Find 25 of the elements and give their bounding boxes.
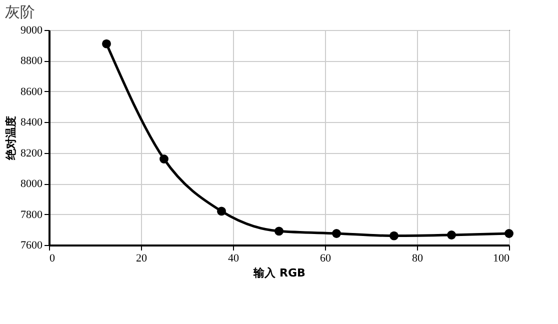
point xyxy=(447,230,456,240)
x-axis-title: 输入 RGB xyxy=(252,266,306,280)
y-tick-label: 9000 xyxy=(20,24,43,36)
y-tick-label: 8600 xyxy=(20,86,43,98)
point xyxy=(217,206,226,216)
y-tick-label: 7600 xyxy=(20,240,43,252)
point xyxy=(102,39,111,48)
point xyxy=(160,154,168,164)
y-tick-label: 7800 xyxy=(20,208,43,221)
y-tick-label: 8200 xyxy=(20,147,43,160)
x-tick-label: 40 xyxy=(228,252,240,264)
point xyxy=(504,229,514,238)
y-tick-label: 8000 xyxy=(20,178,43,190)
x-tick-label: 100 xyxy=(493,252,510,264)
point xyxy=(390,231,398,240)
x-tick-label: 60 xyxy=(320,252,332,264)
x-tick-label: 80 xyxy=(412,252,424,264)
x-tick-label: 20 xyxy=(136,252,148,264)
point xyxy=(332,229,341,238)
x-tick-label: 0 xyxy=(50,252,56,264)
point xyxy=(274,226,284,236)
chart-title: 灰阶 xyxy=(5,3,35,21)
y-tick-label: 8800 xyxy=(20,55,43,68)
y-tick-label: 8400 xyxy=(20,116,43,129)
y-axis-title: 绝对温度 xyxy=(4,116,18,161)
